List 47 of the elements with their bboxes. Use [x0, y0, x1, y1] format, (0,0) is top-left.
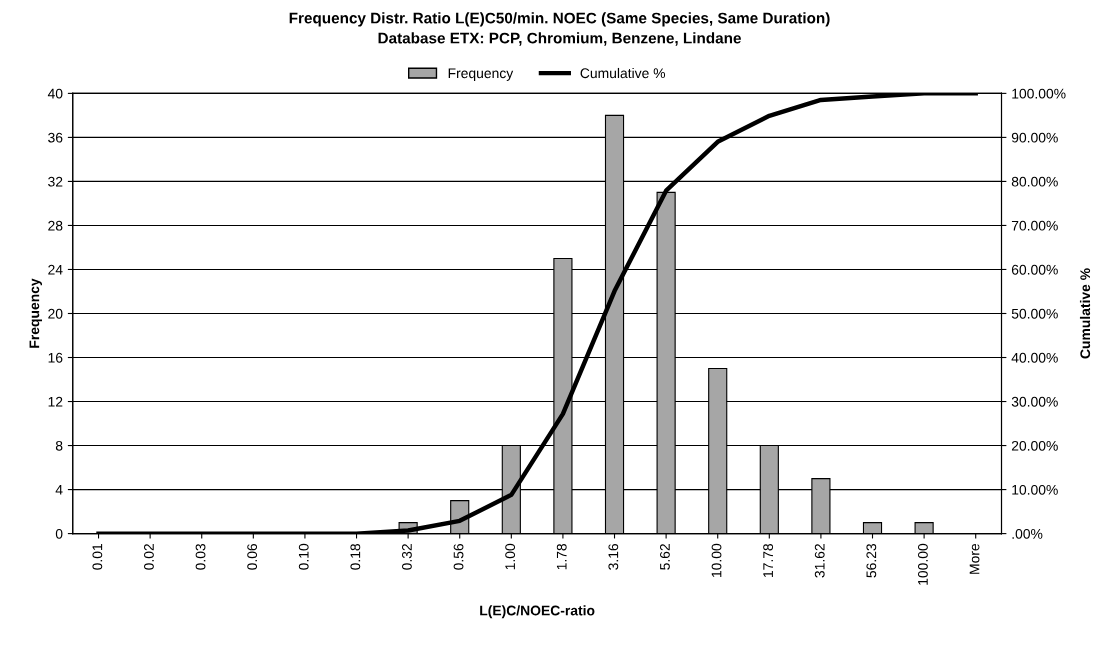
x-tick-label: 0.32	[402, 544, 412, 570]
x-tick-label: 10.00	[711, 543, 722, 578]
x-tick-label: 0.03	[195, 543, 206, 570]
y2-tick-label: 60.00%	[1011, 264, 1058, 275]
x-tick-label: 0.56	[453, 543, 464, 570]
chart-subtitle: Database ETX: PCP, Chromium, Benzene, Lindane	[378, 32, 741, 46]
y-tick-label: 12	[48, 396, 63, 407]
y2-tick-label: 100.00%	[1012, 88, 1066, 99]
x-axis-title: L(E)C/NOEC-ratio	[480, 605, 595, 619]
y-tick-label: 24	[48, 264, 63, 275]
x-tick-label: 0.06	[247, 543, 258, 570]
y-tick-label: 36	[48, 132, 63, 143]
x-tick-label: 5.62	[660, 544, 670, 570]
y-tick-label: 28	[48, 220, 63, 231]
x-tick-label: 100.00	[918, 543, 928, 585]
y-tick-label: 32	[48, 176, 63, 187]
y2-axis-title: Cumulative %	[1079, 268, 1091, 359]
legend-label: Cumulative %	[580, 67, 666, 79]
y2-tick-label: 30.00%	[1011, 396, 1058, 407]
y2-tick-label: 50.00%	[1011, 308, 1058, 319]
x-tick-label: 31.62	[814, 544, 825, 578]
y-tick-label: 16	[48, 352, 63, 363]
y-tick-label: 4	[55, 485, 63, 495]
y-tick-label: 8	[55, 440, 63, 451]
x-tick-label: 0.18	[350, 543, 361, 570]
y2-tick-label: 10.00%	[1012, 484, 1058, 495]
y2-tick-label: 80.00%	[1011, 176, 1058, 187]
y-tick-label: 20	[48, 308, 63, 319]
x-tick-label: More	[969, 543, 980, 574]
y2-tick-label: 70.00%	[1011, 220, 1058, 231]
chart-title: Frequency Distr. Ratio L(E)C50/min. NOEC (Same Species, Same Duration)	[289, 12, 830, 27]
y-axis-title: Frequency	[29, 278, 43, 348]
legend-label: Frequency	[448, 68, 514, 81]
y-tick-label: 0	[55, 528, 63, 539]
x-tick-label: 3.16	[608, 543, 619, 570]
x-tick-label: 0.10	[298, 543, 309, 570]
y2-tick-label: .00%	[1012, 528, 1043, 539]
y2-tick-label: 40.00%	[1011, 352, 1058, 363]
x-tick-label: 17.78	[763, 543, 774, 578]
x-tick-label: 1.78	[556, 543, 567, 570]
y2-tick-label: 90.00%	[1011, 132, 1058, 143]
y-tick-label: 40	[47, 88, 63, 99]
x-tick-label: 0.01	[92, 544, 103, 570]
y2-tick-label: 20.00%	[1011, 440, 1058, 451]
x-tick-label: 56.23	[866, 543, 877, 578]
x-tick-label: 0.02	[144, 544, 154, 570]
x-tick-label: 1.00	[505, 543, 516, 570]
